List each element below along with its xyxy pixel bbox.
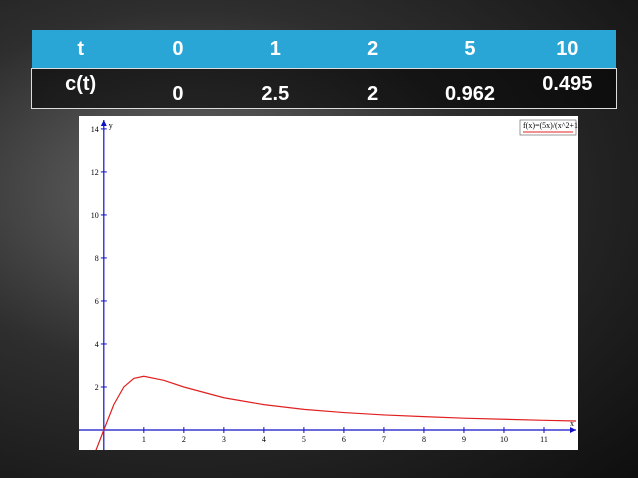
x-tick-label: 6 [342, 435, 346, 444]
table-row: c(t) 0 2.5 2 0.962 0.495 [31, 67, 617, 109]
x-tick-label: 4 [262, 435, 266, 444]
x-tick-label: 10 [500, 435, 508, 444]
header-cell: 0 [129, 30, 227, 69]
y-tick-label: 6 [95, 297, 99, 306]
y-tick-label: 12 [91, 168, 99, 177]
plot-background [79, 116, 578, 450]
x-axis-label: x [570, 419, 574, 428]
x-tick-label: 1 [142, 435, 146, 444]
header-cell: 5 [421, 30, 519, 69]
legend-label: f(x)=(5x)/(x^2+1) [523, 121, 578, 130]
y-tick-label: 10 [91, 211, 99, 220]
x-tick-label: 9 [462, 435, 466, 444]
chart: f(x)=(5x)/(x^2+1) xy1 2 3 4 5 6 7 8 9 10 112468101… [79, 116, 578, 450]
header-cell: t [32, 30, 130, 69]
series-line [95, 375, 577, 450]
cell: 2.5 [226, 68, 324, 108]
header-cell: 2 [323, 30, 422, 69]
cell: 2 [323, 68, 422, 108]
y-arrow [100, 120, 107, 126]
header-cell: 1 [226, 30, 324, 69]
x-tick-label: 3 [222, 435, 226, 444]
x-tick-label: 11 [540, 435, 548, 444]
cell: 0.495 [518, 68, 616, 108]
y-tick-label: 2 [95, 383, 99, 392]
y-tick-label: 14 [91, 125, 99, 134]
x-tick-label: 8 [422, 435, 426, 444]
x-tick-label: 7 [382, 435, 386, 444]
row-label: c(t) [32, 68, 130, 108]
x-tick-label: 5 [302, 435, 306, 444]
legend-box [519, 119, 577, 136]
cell: 0 [129, 68, 227, 108]
cell: 0.962 [421, 68, 519, 108]
header-cell: 10 [518, 30, 616, 69]
y-axis-label: y [109, 121, 113, 130]
y-tick-label: 4 [95, 340, 99, 349]
table-header: t 0 1 2 5 10 [32, 30, 616, 69]
data-table: t 0 1 2 5 10 c(t) 0 2.5 2 0.962 0.495 [31, 30, 617, 109]
y-tick-label: 8 [95, 254, 99, 263]
x-tick-label: 2 [182, 435, 186, 444]
x-arrow [570, 426, 576, 433]
